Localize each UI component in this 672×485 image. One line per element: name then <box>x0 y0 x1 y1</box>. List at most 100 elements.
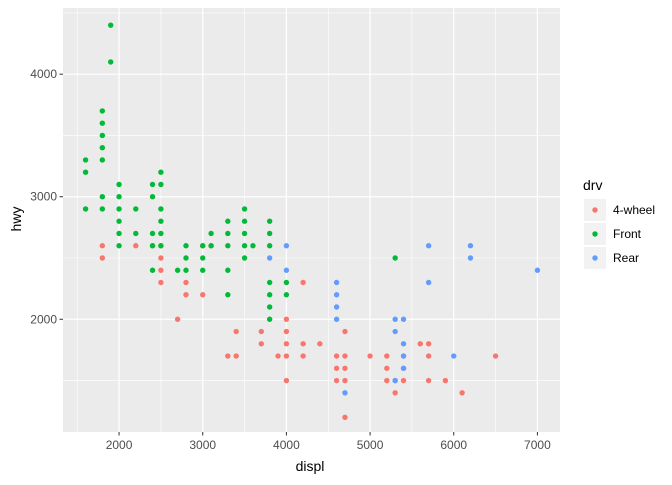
point-front <box>99 144 106 151</box>
point-rear <box>333 304 340 310</box>
point-front <box>116 218 122 224</box>
point-front <box>149 267 156 273</box>
point-front <box>183 243 189 249</box>
y-axis-label: hwy <box>8 207 24 232</box>
point-front <box>99 194 106 200</box>
x-tick-label: 4000 <box>273 438 300 452</box>
legend: drv 4-wheel Front Rear <box>583 177 655 269</box>
point-front <box>158 169 164 175</box>
point-4-wheel <box>283 353 290 359</box>
point-4-wheel <box>99 255 106 261</box>
point-front <box>158 181 164 188</box>
x-tick-label: 5000 <box>357 438 384 452</box>
point-front <box>149 194 156 200</box>
point-front <box>158 230 164 237</box>
point-4-wheel <box>258 341 264 347</box>
point-4-wheel <box>492 353 499 359</box>
point-4-wheel <box>342 328 348 335</box>
point-front <box>107 59 114 65</box>
point-4-wheel <box>283 328 290 335</box>
point-4-wheel <box>183 292 189 298</box>
legend-items: 4-wheel Front Rear <box>584 199 655 269</box>
point-front <box>200 255 206 261</box>
point-front <box>116 230 122 237</box>
x-axis-label: displ <box>296 458 325 474</box>
point-4-wheel <box>183 279 189 286</box>
point-front <box>225 267 231 273</box>
point-front <box>250 243 256 249</box>
point-4-wheel <box>283 316 290 322</box>
point-front <box>116 194 122 200</box>
y-tick-label: 3000 <box>30 190 57 204</box>
point-front <box>283 292 290 298</box>
point-4-wheel <box>425 341 432 347</box>
point-front <box>283 279 290 286</box>
point-4-wheel <box>300 353 306 359</box>
point-4-wheel <box>300 341 306 347</box>
point-rear <box>392 377 398 384</box>
x-tick-label: 2000 <box>106 438 133 452</box>
point-rear <box>333 316 340 322</box>
point-4-wheel <box>333 353 340 359</box>
point-4-wheel <box>275 353 281 359</box>
point-4-wheel <box>417 341 423 347</box>
point-front <box>99 157 106 163</box>
point-front <box>116 206 122 212</box>
point-front <box>183 267 189 273</box>
point-4-wheel <box>158 255 164 261</box>
point-4-wheel <box>133 243 139 249</box>
point-4-wheel <box>283 377 290 384</box>
point-4-wheel <box>225 353 231 359</box>
point-4-wheel <box>425 377 432 384</box>
legend-label-front: Front <box>613 227 642 241</box>
x-tick-label: 3000 <box>189 438 216 452</box>
point-rear <box>283 243 290 249</box>
point-front <box>149 181 156 188</box>
point-front <box>241 230 248 237</box>
point-front <box>200 243 206 249</box>
point-rear <box>283 267 290 273</box>
point-front <box>116 243 122 249</box>
point-front <box>99 132 106 139</box>
point-4-wheel <box>174 316 181 322</box>
point-front <box>392 255 398 261</box>
point-rear <box>400 353 407 359</box>
point-rear <box>342 390 348 396</box>
point-front <box>241 255 248 261</box>
point-rear <box>333 292 340 298</box>
point-4-wheel <box>233 328 239 335</box>
legend-label-rear: Rear <box>613 251 639 265</box>
point-front <box>225 292 231 298</box>
point-4-wheel <box>400 377 407 384</box>
point-4-wheel <box>233 353 239 359</box>
y-tick-label: 2000 <box>30 312 57 326</box>
point-4-wheel <box>459 390 465 396</box>
point-rear <box>400 341 407 347</box>
point-rear <box>266 255 273 261</box>
point-front <box>266 316 273 322</box>
point-4-wheel <box>342 377 348 384</box>
point-4-wheel <box>333 365 340 371</box>
point-4-wheel <box>425 353 432 359</box>
point-front <box>174 267 181 273</box>
point-4-wheel <box>342 414 348 420</box>
point-front <box>241 218 248 224</box>
x-axis: 2000 3000 4000 5000 6000 7000 <box>106 432 551 452</box>
point-rear <box>400 316 407 322</box>
x-tick-label: 7000 <box>524 438 551 452</box>
point-4-wheel <box>333 377 340 384</box>
point-front <box>225 243 231 249</box>
point-front <box>133 206 139 212</box>
point-rear <box>392 328 398 335</box>
point-4-wheel <box>258 328 264 335</box>
point-front <box>158 243 164 249</box>
point-rear <box>467 243 474 249</box>
point-front <box>266 218 273 224</box>
x-tick-label: 6000 <box>440 438 467 452</box>
point-4-wheel <box>342 365 348 371</box>
legend-marker-rear <box>592 255 598 261</box>
point-4-wheel <box>384 377 390 384</box>
point-front <box>241 206 248 212</box>
y-tick-label: 4000 <box>30 67 57 81</box>
